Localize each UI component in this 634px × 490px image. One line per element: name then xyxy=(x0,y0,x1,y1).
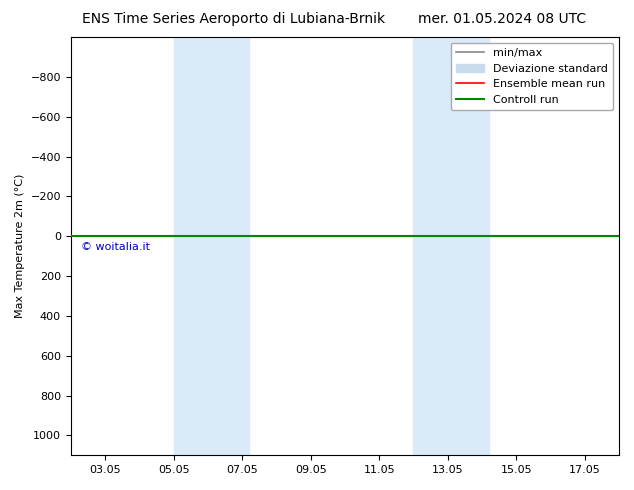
Y-axis label: Max Temperature 2m (°C): Max Temperature 2m (°C) xyxy=(15,174,25,318)
Text: ENS Time Series Aeroporto di Lubiana-Brnik: ENS Time Series Aeroporto di Lubiana-Brn… xyxy=(82,12,385,26)
Bar xyxy=(413,37,489,455)
Text: © woitalia.it: © woitalia.it xyxy=(81,242,150,252)
Legend: min/max, Deviazione standard, Ensemble mean run, Controll run: min/max, Deviazione standard, Ensemble m… xyxy=(451,43,614,110)
Text: mer. 01.05.2024 08 UTC: mer. 01.05.2024 08 UTC xyxy=(418,12,586,26)
Bar xyxy=(174,37,249,455)
